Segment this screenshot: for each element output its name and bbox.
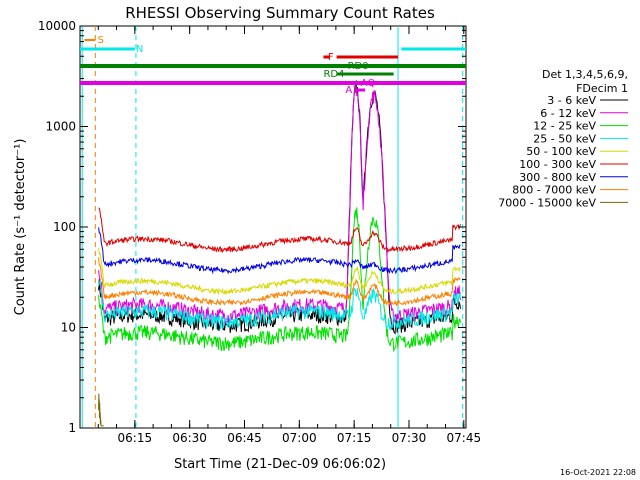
y-tick-label: 100 [53,220,76,234]
y-tick-label: 10000 [38,19,76,33]
x-tick-label: 07:45 [447,431,482,445]
y-axis-label: Count Rate (s⁻¹ detector⁻¹) [13,139,28,316]
y-tick-label: 1000 [45,120,76,134]
flag-label-n: N [136,44,143,55]
flag-label-aq: AQ [361,78,376,89]
x-tick-label: 06:30 [172,431,207,445]
x-axis-label: Start Time (21-Dec-09 06:06:02) [174,457,386,472]
series-line [98,207,461,353]
series-line [98,86,461,324]
series-line [98,280,461,331]
legend-title-line-2: FDecim 1 [576,82,628,95]
x-tick-label: 06:15 [118,431,153,445]
series-line [98,247,461,296]
x-tick-label: 07:15 [337,431,372,445]
chart-title: RHESSI Observing Summary Count Rates [125,4,435,22]
legend-label: 800 - 7000 keV [512,184,596,197]
legend-label: 100 - 300 keV [519,158,596,171]
legend-label: 6 - 12 keV [540,107,596,120]
legend-label: 300 - 800 keV [519,171,596,184]
legend-title-line-1: Det 1,3,4,5,6,9, [542,68,628,81]
flag-label-a1: A1 [345,85,358,96]
series-line [98,207,461,254]
flag-label-rd4: RD4 [323,69,344,80]
legend-label: 25 - 50 keV [533,132,596,145]
flag-label-rd0: RD0 [348,61,369,72]
series-line [98,227,461,275]
series-layer [98,79,461,427]
footer-timestamp: 16-Oct-2021 22:08 [560,468,636,477]
series-line [98,393,104,427]
legend-label: 3 - 6 keV [547,94,596,107]
flag-label-f: F [328,52,334,63]
x-tick-label: 06:45 [227,431,262,445]
y-tick-label: 10 [61,321,76,335]
series-line [98,257,461,307]
plot-frame [79,25,467,429]
x-tick-label: 07:30 [392,431,427,445]
legend-label: 7000 - 15000 keV [498,196,596,209]
y-tick-label: 1 [68,421,76,435]
legend-label: 12 - 25 keV [533,120,596,133]
flag-label-s: S [98,35,104,46]
x-tick-label: 07:00 [282,431,317,445]
plot-layer [81,26,464,428]
axis-layer: 06:15 06:30 06:45 07:00 07:15 07:30 07:45 1 10 10… [38,19,481,445]
legend-label: 50 - 100 keV [526,145,596,158]
